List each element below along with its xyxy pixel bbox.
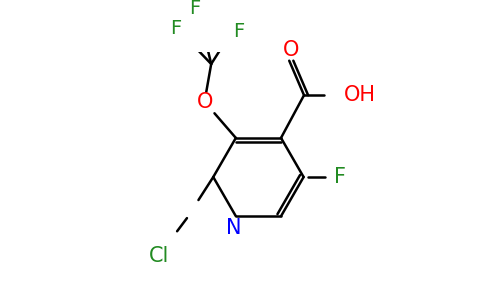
Text: F: F <box>334 167 346 187</box>
Text: F: F <box>233 22 244 40</box>
Text: O: O <box>283 40 299 60</box>
Text: OH: OH <box>344 85 376 105</box>
Text: F: F <box>170 19 182 38</box>
Text: O: O <box>197 92 213 112</box>
Text: Cl: Cl <box>149 246 169 266</box>
Text: F: F <box>189 0 200 18</box>
Text: N: N <box>227 218 242 238</box>
